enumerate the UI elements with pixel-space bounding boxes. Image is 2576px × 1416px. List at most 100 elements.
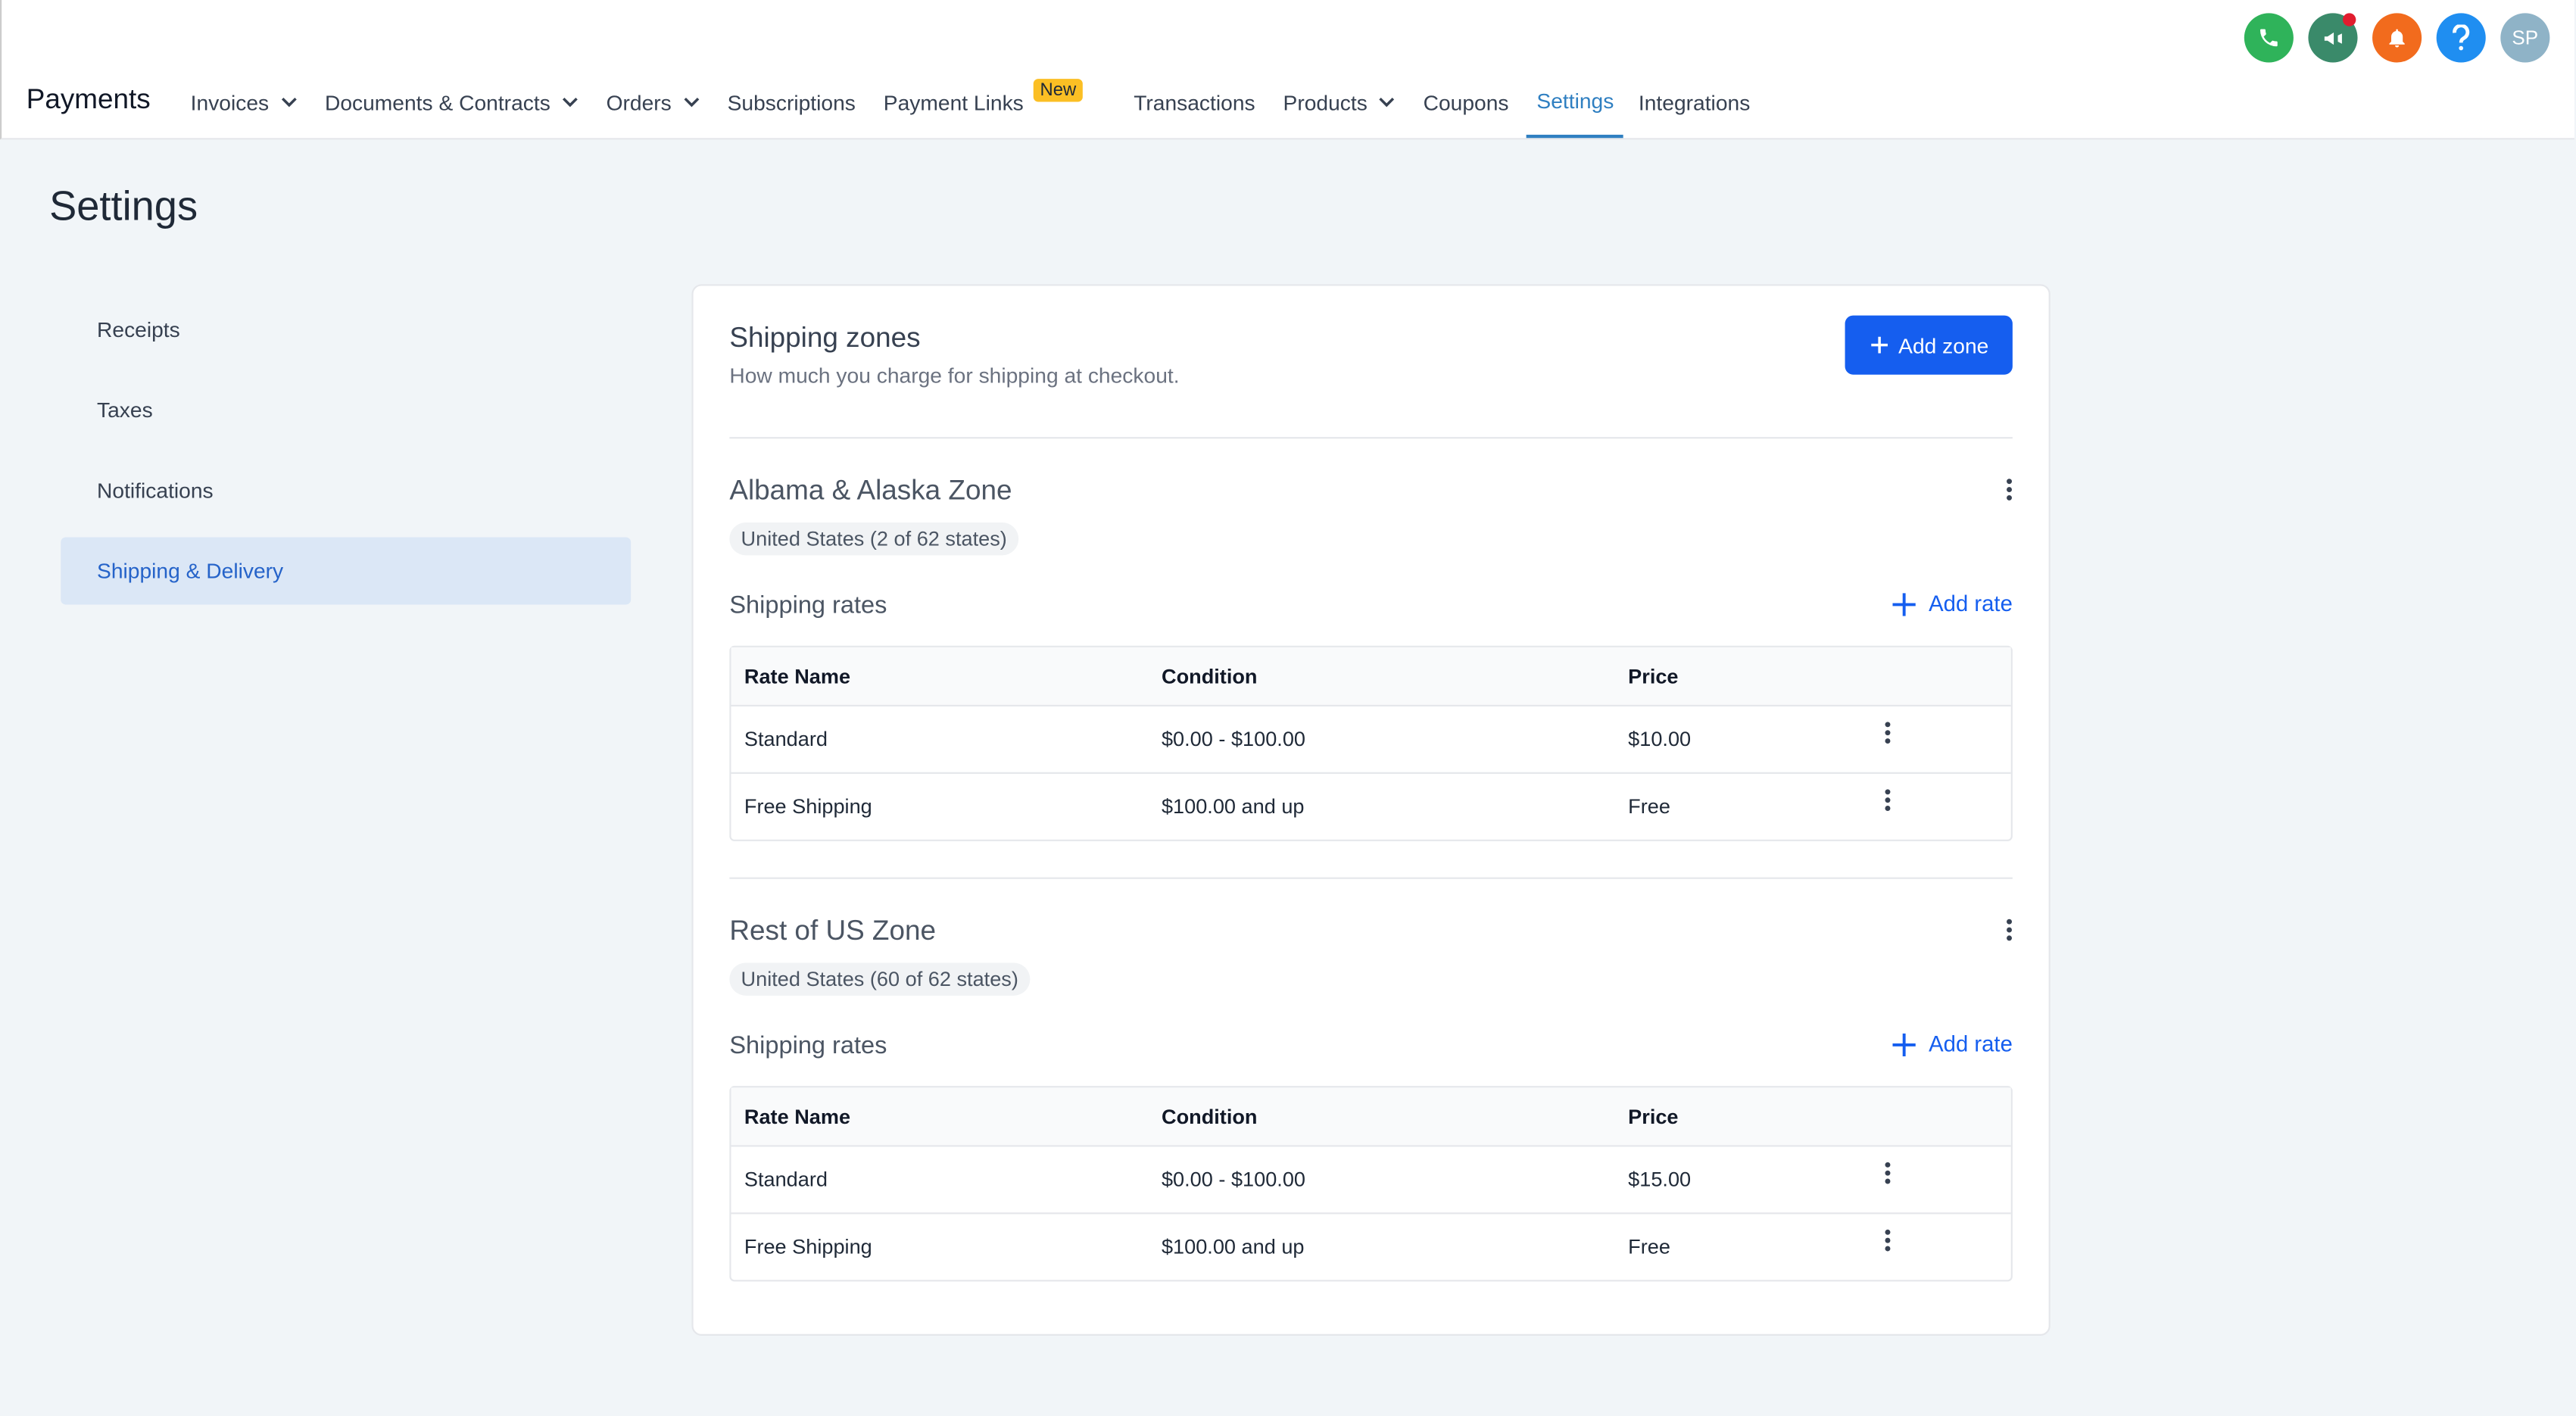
table-cell: Free Shipping — [744, 1235, 872, 1258]
nav-label: Settings — [1536, 88, 1614, 113]
button-label: Add zone — [1898, 332, 1989, 357]
nav-item[interactable]: Orders — [607, 66, 700, 138]
page-title: Settings — [49, 184, 198, 230]
nav-item[interactable]: Products — [1283, 66, 1396, 138]
table-cell: Standard — [744, 728, 828, 751]
rates-heading: Shipping rates Add rate — [729, 1032, 2013, 1065]
column-header: Rate Name — [744, 1105, 851, 1128]
table-cell: Free Shipping — [744, 795, 872, 819]
row-menu[interactable] — [1885, 767, 1891, 833]
zone-name: Albama & Alaska Zone — [729, 475, 1012, 507]
column-header: Condition — [1161, 664, 1258, 688]
column-header: Condition — [1161, 1105, 1258, 1128]
kebab-icon — [1885, 1162, 1891, 1184]
card-header: Shipping zones How much you charge for s… — [729, 302, 2013, 439]
kebab-icon — [2007, 919, 2013, 941]
rates-table: Rate Name Condition Price Standard $0.00 - $… — [729, 645, 2013, 841]
nav-item[interactable]: Invoices — [191, 66, 297, 138]
nav-item[interactable]: Transactions — [1134, 66, 1255, 138]
sidebar-item[interactable]: Notifications — [97, 478, 214, 503]
nav-item[interactable]: Payment Links New — [884, 66, 1083, 138]
avatar[interactable]: SP — [2500, 13, 2550, 63]
row-menu[interactable] — [1885, 700, 1891, 766]
add-rate-label: Add rate — [1929, 591, 2013, 616]
table-cell: Standard — [744, 1168, 828, 1192]
kebab-icon — [2007, 479, 2013, 501]
table-row: Free Shipping $100.00 and up Free — [731, 772, 2011, 840]
nav-label: Documents & Contracts — [324, 89, 550, 114]
column-header: Rate Name — [744, 664, 851, 688]
card-title: Shipping zones — [729, 322, 921, 354]
chevron-down — [562, 96, 578, 107]
table-cell: $15.00 — [1628, 1168, 1692, 1192]
table-row: Standard $0.00 - $100.00 $15.00 — [731, 1145, 2011, 1212]
notification-icon[interactable] — [2372, 13, 2422, 63]
chevron-down — [1379, 96, 1395, 107]
nav-label: Integrations — [1638, 89, 1751, 114]
sidebar-item[interactable]: Shipping & Delivery — [61, 537, 632, 605]
region-chip: United States (2 of 62 states) — [729, 522, 1018, 556]
add-rate-label: Add rate — [1929, 1031, 2013, 1057]
rates-table: Rate Name Condition Price Standard $0.00 - $… — [729, 1086, 2013, 1282]
rates-title: Shipping rates — [729, 1031, 887, 1060]
nav-label: Invoices — [190, 89, 270, 114]
sidebar-item[interactable]: Receipts — [97, 317, 180, 342]
nav-item[interactable]: Subscriptions — [728, 66, 856, 138]
help-icon[interactable] — [2436, 13, 2486, 63]
add-rate-button[interactable]: Add rate — [1892, 591, 2013, 616]
chevron-down — [683, 96, 699, 107]
nav-item[interactable]: Coupons — [1424, 66, 1509, 138]
zone-name: Rest of US Zone — [729, 915, 937, 947]
table-cell: $10.00 — [1628, 728, 1692, 751]
nav-label: Transactions — [1134, 89, 1255, 114]
region-chip: United States (60 of 62 states) — [729, 962, 1031, 996]
table-row: Free Shipping $100.00 and up Free — [731, 1212, 2011, 1280]
card-subtitle: How much you charge for shipping at chec… — [729, 363, 1180, 388]
row-menu[interactable] — [1885, 1140, 1891, 1206]
sidebar: Receipts Taxes Notifications Shipping & Del… — [61, 296, 632, 618]
plus-icon — [1892, 592, 1916, 616]
app-title: Payments — [26, 83, 151, 115]
nav-item[interactable]: Settings — [1527, 66, 1624, 139]
column-header: Price — [1628, 664, 1679, 688]
kebab-icon — [1885, 1229, 1891, 1252]
row-menu[interactable] — [1885, 1208, 1891, 1274]
column-header: Price — [1628, 1105, 1679, 1128]
header-icons: SP — [2244, 13, 2550, 63]
rates-title: Shipping rates — [729, 591, 887, 619]
shipping-card: Shipping zones How much you charge for s… — [691, 284, 2051, 1336]
zone-menu[interactable] — [2006, 919, 2013, 950]
nav-label: Coupons — [1423, 89, 1509, 114]
plus-icon — [1892, 1032, 1916, 1056]
zone-menu[interactable] — [2006, 478, 2013, 509]
table-cell: $100.00 and up — [1161, 1235, 1305, 1258]
table-cell: Free — [1628, 1235, 1670, 1258]
nav-label: Payment Links — [883, 89, 1024, 114]
new-badge: New — [1033, 79, 1083, 102]
nav-item[interactable]: Documents & Contracts — [325, 66, 579, 138]
zone: Rest of US Zone United States (60 of 62 s… — [729, 877, 2013, 1282]
add-rate-button[interactable]: Add rate — [1892, 1031, 2013, 1057]
announcement-icon[interactable] — [2308, 13, 2358, 63]
plus-icon — [1870, 336, 1887, 354]
nav-label: Orders — [606, 89, 672, 114]
table-cell: $0.00 - $100.00 — [1161, 728, 1305, 751]
nav-bar: Invoices Documents & Contracts Orders Subsc… — [191, 66, 1779, 139]
table-header: Rate Name Condition Price — [731, 1087, 2011, 1146]
phone-icon[interactable] — [2244, 13, 2294, 63]
nav-item[interactable]: Integrations — [1639, 66, 1750, 138]
table-cell: Free — [1628, 795, 1670, 819]
nav-label: Products — [1283, 89, 1368, 114]
table-cell: $0.00 - $100.00 — [1161, 1168, 1305, 1192]
chevron-down — [281, 96, 297, 107]
nav-label: Subscriptions — [727, 89, 856, 114]
zone: Albama & Alaska Zone United States (2 of … — [729, 438, 2013, 841]
sidebar-item[interactable]: Taxes — [97, 398, 153, 423]
kebab-icon — [1885, 789, 1891, 811]
rates-heading: Shipping rates Add rate — [729, 591, 2013, 624]
kebab-icon — [1885, 722, 1891, 744]
header: Payments Invoices Documents & Contracts Or… — [0, 0, 2574, 140]
add-zone-button[interactable]: Add zone — [1845, 315, 2013, 375]
